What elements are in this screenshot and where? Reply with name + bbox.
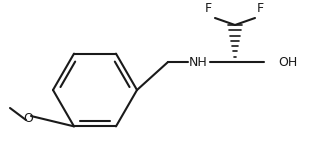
- Text: F: F: [204, 2, 211, 14]
- Text: O: O: [23, 111, 33, 125]
- Text: NH: NH: [188, 56, 207, 68]
- Text: OH: OH: [278, 56, 297, 68]
- Text: F: F: [256, 2, 263, 14]
